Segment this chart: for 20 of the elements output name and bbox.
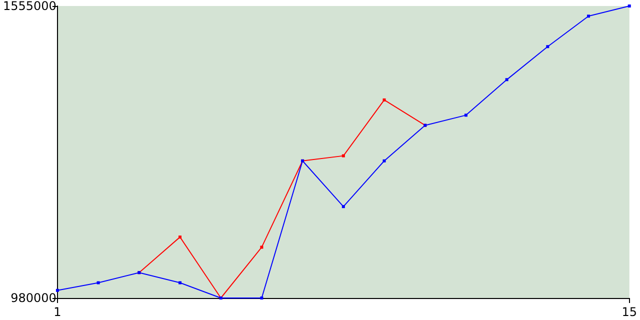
point [260, 246, 264, 249]
point [178, 281, 182, 284]
point [546, 45, 550, 48]
point [464, 114, 468, 117]
x-tick-label: 15 [622, 305, 638, 319]
point [505, 78, 508, 82]
point [342, 205, 345, 208]
point [628, 4, 631, 8]
point [260, 296, 264, 300]
point [382, 98, 386, 102]
y-tick-label: 1555000 [2, 0, 56, 13]
point [96, 281, 100, 284]
point [382, 159, 386, 162]
y-tick-label: 980000 [10, 291, 56, 305]
x-tick-label: 1 [54, 305, 62, 319]
point [56, 288, 59, 292]
point [342, 154, 345, 158]
line-series [56, 4, 631, 300]
point [587, 14, 590, 18]
point [178, 236, 182, 239]
